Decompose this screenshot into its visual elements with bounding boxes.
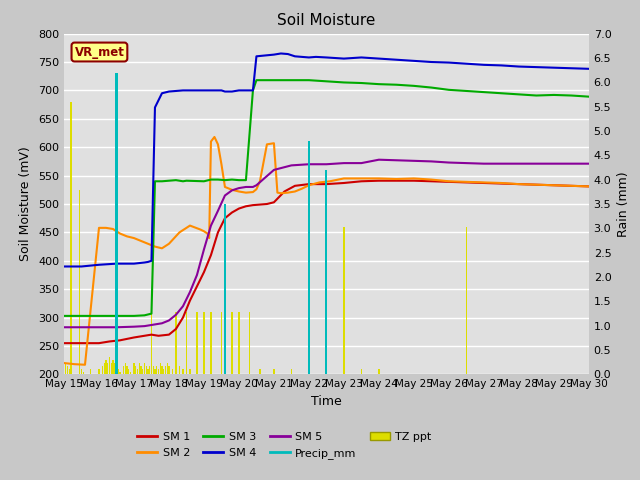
Bar [135, 366, 136, 374]
Bar [273, 369, 275, 374]
Bar [102, 366, 103, 374]
Bar [161, 366, 163, 374]
Bar [118, 369, 119, 374]
Bar [114, 363, 115, 374]
Bar [93, 374, 95, 377]
Bar [154, 369, 156, 374]
Bar [76, 374, 77, 377]
Text: VR_met: VR_met [74, 46, 124, 59]
Bar [189, 369, 191, 374]
Bar [196, 312, 198, 374]
Bar [67, 366, 68, 374]
Bar [326, 369, 327, 374]
Bar [343, 227, 344, 374]
Bar [186, 312, 187, 374]
Bar [182, 369, 184, 374]
Bar [123, 366, 124, 374]
Bar [116, 366, 117, 374]
Bar [224, 204, 226, 374]
Bar [130, 372, 131, 374]
Bar [112, 360, 114, 374]
Legend: SM 1, SM 2, SM 3, SM 4, SM 5, Precip_mm, TZ ppt: SM 1, SM 2, SM 3, SM 4, SM 5, Precip_mm,… [132, 428, 436, 463]
Bar [138, 363, 140, 374]
Bar [119, 372, 121, 374]
Bar [259, 369, 260, 374]
Bar [79, 190, 81, 374]
Bar [65, 363, 67, 374]
Bar [126, 366, 127, 374]
Bar [249, 312, 250, 374]
Bar [378, 369, 380, 374]
Bar [152, 366, 154, 374]
Bar [168, 366, 170, 374]
Bar [70, 102, 72, 374]
Bar [175, 312, 177, 374]
Bar [159, 363, 161, 374]
Bar [128, 369, 129, 374]
Bar [163, 369, 164, 374]
Bar [90, 369, 91, 374]
Bar [140, 366, 141, 374]
Bar [164, 366, 166, 374]
Bar [104, 363, 105, 374]
Bar [147, 369, 148, 374]
Bar [204, 312, 205, 374]
Bar [238, 312, 239, 374]
Bar [179, 366, 180, 374]
Bar [211, 312, 212, 374]
Bar [77, 374, 79, 380]
Bar [291, 369, 292, 374]
Bar [144, 363, 145, 374]
Bar [149, 366, 150, 374]
X-axis label: Time: Time [311, 395, 342, 408]
Bar [97, 374, 98, 383]
Y-axis label: Soil Moisture (mV): Soil Moisture (mV) [19, 146, 33, 262]
Bar [88, 374, 89, 380]
Bar [111, 363, 112, 374]
Bar [158, 369, 159, 374]
Bar [109, 357, 110, 374]
Bar [107, 363, 108, 374]
Bar [231, 312, 232, 374]
Bar [151, 312, 152, 374]
Bar [106, 360, 107, 374]
Bar [325, 170, 328, 374]
Bar [99, 369, 100, 374]
Bar [133, 363, 134, 374]
Bar [156, 366, 157, 374]
Title: Soil Moisture: Soil Moisture [277, 13, 376, 28]
Bar [68, 369, 70, 374]
Bar [308, 369, 310, 374]
Y-axis label: Rain (mm): Rain (mm) [617, 171, 630, 237]
Bar [172, 369, 173, 374]
Bar [308, 141, 310, 374]
Bar [83, 372, 84, 374]
Bar [115, 72, 118, 374]
Bar [166, 363, 168, 374]
Bar [145, 366, 147, 374]
Bar [86, 374, 88, 377]
Bar [221, 312, 222, 374]
Bar [125, 363, 126, 374]
Bar [466, 227, 467, 374]
Bar [361, 369, 362, 374]
Bar [142, 369, 143, 374]
Bar [81, 369, 82, 374]
Bar [95, 374, 96, 380]
Bar [137, 369, 138, 374]
